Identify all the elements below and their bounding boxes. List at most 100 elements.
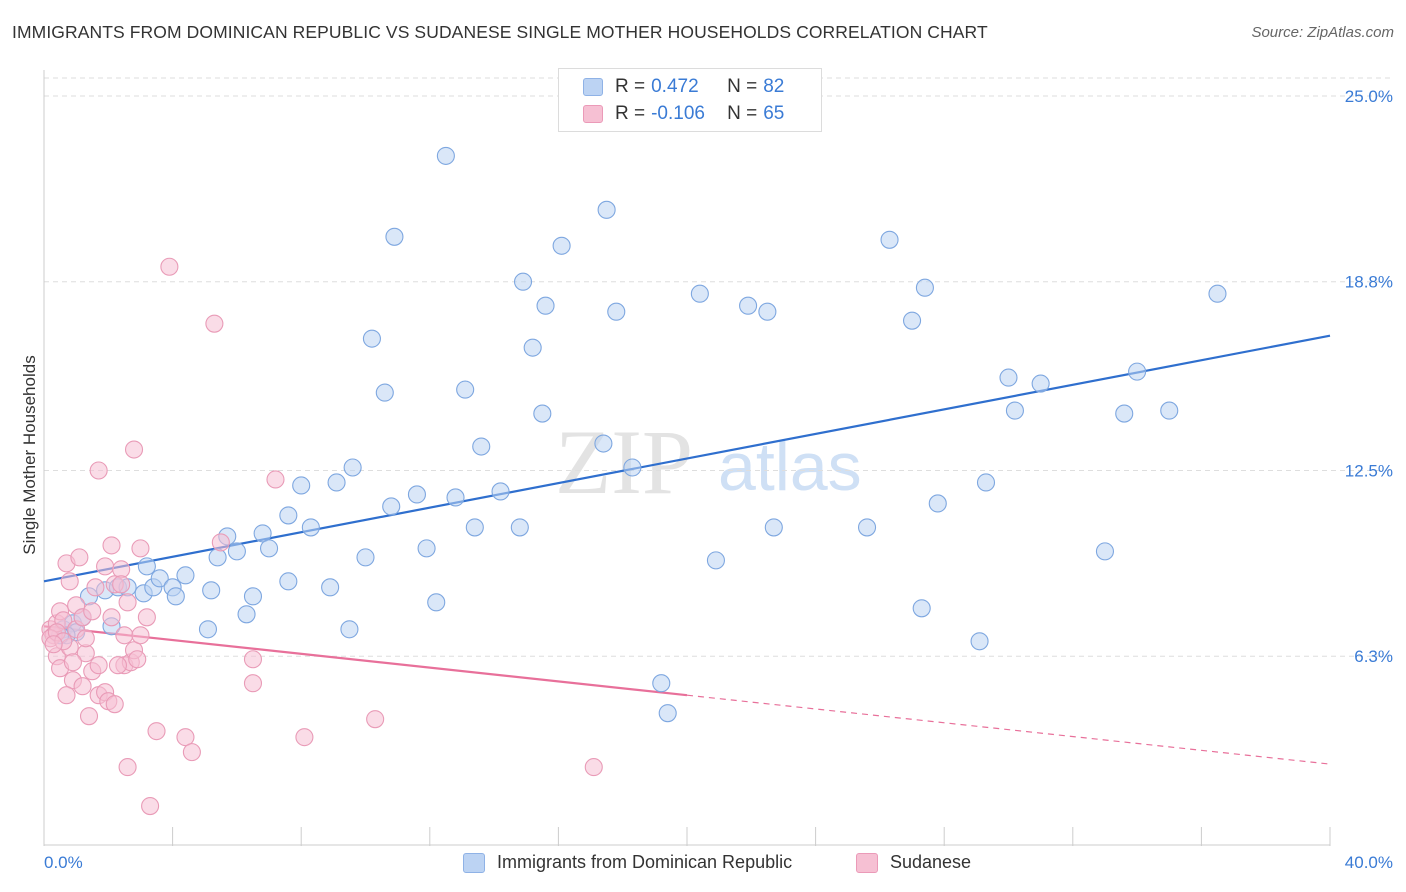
dominican-point: [510, 518, 529, 537]
sudanese-point: [57, 686, 76, 705]
legend-n-value: 82: [763, 76, 785, 97]
correlation-legend: R = 0.472 N = 82 R = -0.106 N = 65: [558, 68, 822, 132]
dominican-point: [690, 284, 709, 303]
x-tick-min: 0.0%: [44, 853, 83, 872]
legend-swatch-blue: [583, 78, 603, 96]
dominican-point: [243, 587, 263, 606]
sudanese-trend-line: [43, 625, 688, 697]
sudanese-point: [584, 758, 603, 777]
sudanese-trend-extension: [686, 694, 1331, 765]
dominican-point: [227, 542, 246, 561]
dominican-point: [472, 437, 491, 456]
series-legend-sudanese: Sudanese: [856, 852, 971, 873]
sudanese-point: [211, 533, 230, 552]
sudanese-point: [63, 653, 82, 672]
dominican-point: [928, 494, 947, 513]
sudanese-point: [105, 695, 124, 714]
dominican-point: [597, 200, 616, 219]
dominican-point: [375, 383, 394, 402]
dominican-point: [292, 476, 311, 495]
sudanese-point: [160, 257, 179, 276]
sudanese-point: [128, 650, 147, 669]
dominican-point: [658, 704, 677, 723]
dominican-point: [340, 620, 359, 639]
dominican-point: [623, 458, 642, 477]
series-name-dominican: Immigrants from Dominican Republic: [497, 852, 793, 872]
sudanese-point: [115, 626, 134, 645]
series-legend-dominican: Immigrants from Dominican Republic: [463, 852, 792, 873]
sudanese-point: [108, 656, 127, 675]
dominican-point: [456, 380, 475, 399]
y-tick-label: 12.5%: [1345, 461, 1393, 480]
gridlines: [44, 77, 1392, 657]
dominican-point: [880, 230, 899, 249]
dominican-point: [912, 599, 931, 618]
dominican-point: [253, 524, 272, 543]
legend-row-dominican: R = 0.472 N = 82: [583, 75, 784, 99]
dominican-point: [970, 632, 989, 651]
sudanese-point: [137, 608, 156, 627]
dominican-point: [902, 311, 922, 330]
axes: [43, 70, 1331, 846]
dominican-point: [607, 302, 626, 321]
dominican-point: [202, 581, 221, 600]
dominican-point: [764, 518, 783, 537]
dominican-point: [176, 566, 195, 585]
sudanese-point: [96, 557, 115, 576]
y-tick-label: 6.3%: [1354, 647, 1393, 666]
legend-r-value: -0.106: [651, 103, 705, 124]
zipatlas-watermark: ZIP atlas: [555, 411, 862, 513]
dominican-point: [321, 578, 340, 597]
dominican-point: [1031, 374, 1050, 393]
dominican-point: [857, 518, 877, 537]
series-swatch-pink: [856, 852, 878, 873]
dominican-point: [758, 302, 777, 321]
legend-n-value: 65: [763, 103, 785, 124]
y-tick-labels: 6.3% 12.5% 18.8% 25.0%: [1345, 87, 1393, 666]
dominican-point: [208, 548, 227, 567]
sudanese-point: [118, 758, 137, 777]
sudanese-point: [73, 677, 92, 696]
dominican-point: [739, 296, 758, 315]
sudanese-point: [243, 650, 263, 669]
dominican-point: [446, 488, 465, 507]
dominican-point: [259, 539, 279, 558]
chart-title: IMMIGRANTS FROM DOMINICAN REPUBLIC VS SU…: [12, 22, 988, 42]
y-tick-label: 25.0%: [1345, 87, 1393, 106]
sudanese-point: [102, 608, 121, 627]
sudanese-point: [60, 572, 79, 591]
legend-n-label: N =: [727, 76, 758, 97]
dominican-point: [536, 296, 555, 315]
dominican-point: [976, 473, 996, 492]
dominican-point: [1208, 284, 1227, 303]
dominican-point: [362, 329, 381, 348]
sudanese-point: [89, 656, 108, 675]
dominican-point: [465, 518, 484, 537]
dominican-point: [706, 551, 725, 570]
legend-r-value: 0.472: [651, 76, 699, 97]
sudanese-point: [83, 602, 102, 621]
series-swatch-blue: [463, 852, 485, 873]
dominican-point: [327, 473, 346, 492]
dominican-point: [652, 674, 671, 693]
series-name-sudanese: Sudanese: [890, 852, 972, 872]
dominican-point: [137, 557, 156, 576]
dominican-point: [533, 404, 552, 423]
sudanese-point: [295, 728, 314, 747]
sudanese-point: [205, 314, 224, 333]
dominican-point: [382, 497, 401, 516]
source-note: Source: ZipAtlas.com: [1251, 24, 1394, 41]
legend-r-label: R =: [615, 76, 646, 97]
dominican-point: [523, 338, 542, 357]
sudanese-point: [118, 593, 137, 612]
dominican-point: [385, 227, 404, 246]
sudanese-point: [141, 797, 160, 816]
sudanese-point: [176, 728, 195, 747]
sudanese-point: [70, 548, 89, 567]
legend-row-sudanese: R = -0.106 N = 65: [583, 102, 784, 126]
dominican-point: [150, 569, 169, 588]
dominican-point: [594, 434, 613, 453]
dominican-point: [1115, 404, 1134, 423]
dominican-point: [356, 548, 375, 567]
